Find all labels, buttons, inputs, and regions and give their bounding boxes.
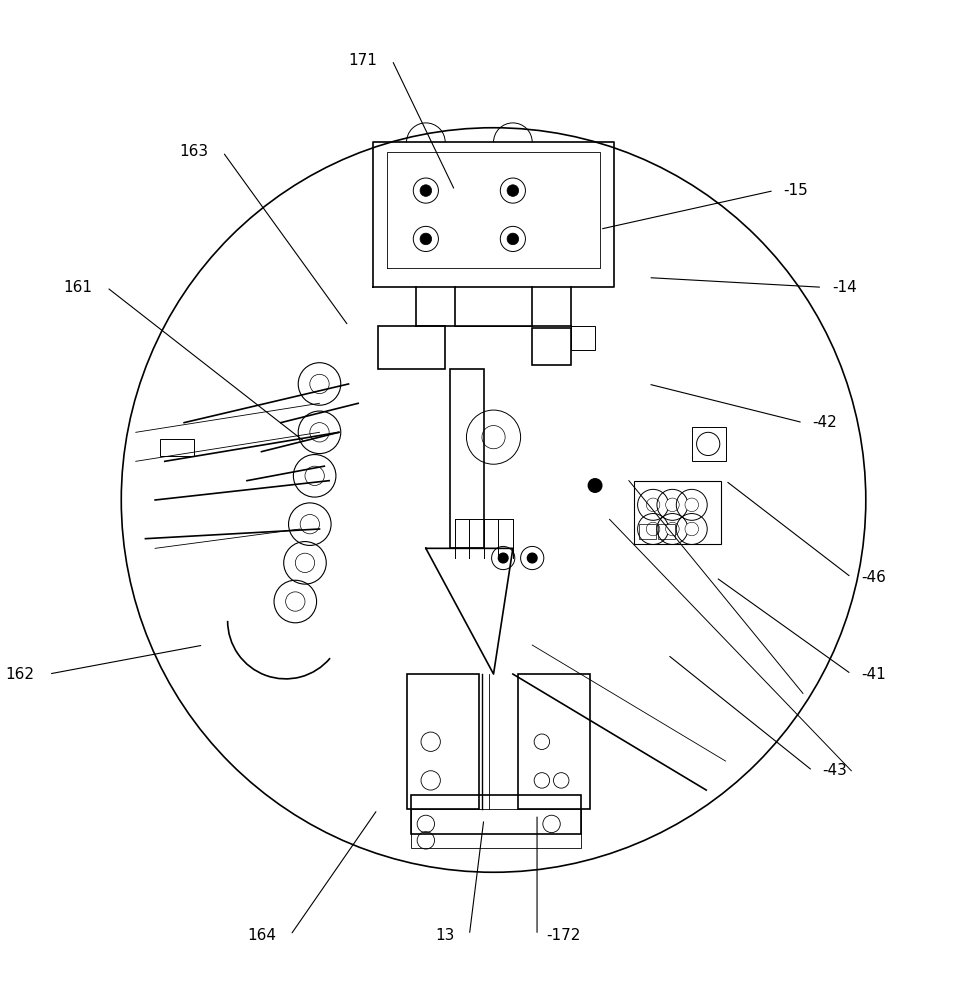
Circle shape (685, 498, 699, 512)
Circle shape (588, 479, 602, 492)
Circle shape (420, 185, 432, 196)
Bar (692, 427, 726, 461)
Bar (532, 328, 571, 365)
Circle shape (528, 553, 537, 563)
Circle shape (647, 498, 659, 512)
Text: -43: -43 (823, 763, 847, 778)
Bar (518, 674, 590, 809)
Circle shape (647, 522, 659, 536)
Text: 162: 162 (5, 667, 34, 682)
Text: -15: -15 (784, 183, 808, 198)
Text: 164: 164 (247, 928, 276, 943)
Bar (450, 369, 484, 548)
Bar (377, 326, 446, 369)
Bar (160, 439, 193, 456)
Text: 13: 13 (436, 928, 455, 943)
Circle shape (498, 553, 508, 563)
Bar (406, 674, 479, 809)
Circle shape (665, 522, 679, 536)
Text: -42: -42 (813, 415, 837, 430)
Bar (411, 809, 580, 848)
Text: 171: 171 (349, 53, 377, 68)
Circle shape (420, 233, 432, 245)
Circle shape (507, 233, 519, 245)
Text: -41: -41 (861, 667, 886, 682)
Bar (634, 481, 721, 544)
Circle shape (685, 522, 699, 536)
Circle shape (665, 498, 679, 512)
Text: -46: -46 (861, 570, 886, 585)
Circle shape (507, 185, 519, 196)
Text: 163: 163 (179, 144, 208, 159)
Bar (571, 326, 595, 350)
Bar (639, 524, 656, 539)
Bar (658, 524, 675, 539)
Bar (411, 795, 580, 834)
Text: 161: 161 (64, 280, 92, 295)
Text: -14: -14 (832, 280, 857, 295)
Text: -172: -172 (547, 928, 581, 943)
